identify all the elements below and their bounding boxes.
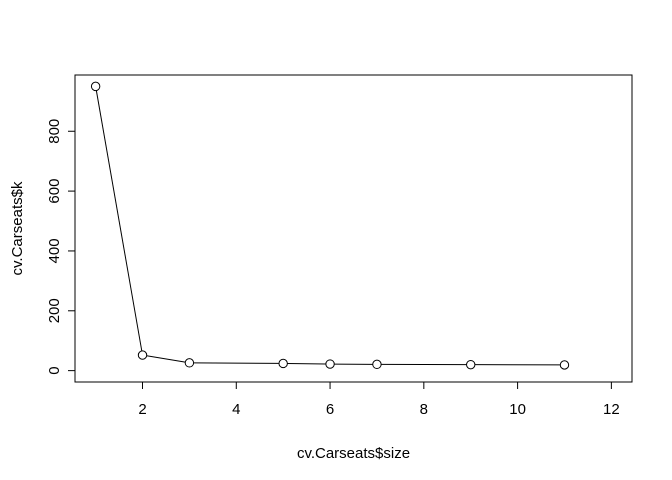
y-tick-label: 800	[46, 119, 63, 144]
data-point	[184, 358, 195, 368]
y-tick-label: 400	[46, 238, 63, 263]
data-point	[325, 359, 335, 369]
y-tick-label: 0	[46, 366, 63, 374]
x-tick-label: 8	[420, 401, 428, 418]
x-axis-label: cv.Carseats$size	[297, 445, 410, 462]
series-segment	[193, 362, 279, 364]
x-axis: 2 4 6 8 10 12	[138, 381, 620, 418]
y-axis: 0 200 400 600 800	[46, 119, 76, 375]
x-tick-label: 12	[603, 401, 620, 418]
series-segment	[146, 355, 186, 363]
data-point	[90, 81, 101, 92]
data-point	[278, 358, 288, 369]
series-line	[95, 90, 561, 366]
data-point	[137, 350, 148, 360]
data-point	[559, 360, 570, 370]
y-tick-label: 200	[46, 298, 63, 323]
data-points	[90, 81, 570, 370]
x-tick-label: 6	[326, 401, 334, 418]
series-segment	[95, 90, 143, 352]
data-point	[466, 359, 476, 370]
y-tick-label: 600	[46, 179, 63, 204]
x-tick-label: 2	[138, 401, 146, 418]
x-tick-label: 10	[509, 401, 526, 418]
x-tick-label: 4	[232, 401, 240, 418]
data-point	[372, 359, 382, 370]
y-axis-label: cv.Carseats$k	[9, 181, 26, 275]
